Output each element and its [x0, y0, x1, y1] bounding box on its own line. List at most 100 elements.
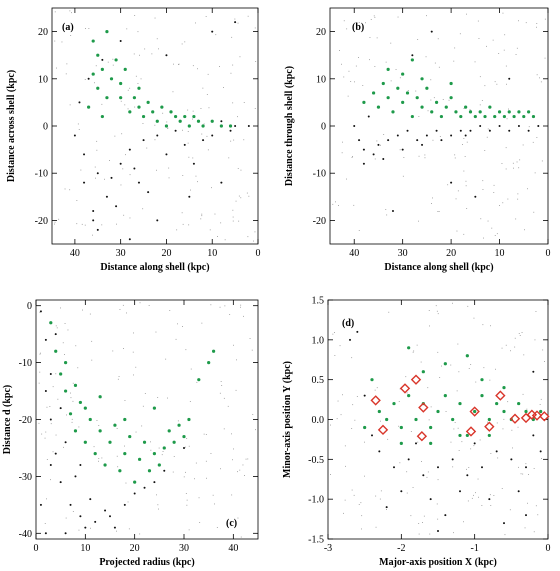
dust-point — [112, 350, 114, 352]
data-point — [192, 162, 195, 165]
data-point — [113, 526, 116, 529]
data-point — [440, 139, 443, 142]
data-point — [123, 67, 127, 71]
data-point — [83, 406, 87, 410]
panel-tag: (c) — [226, 518, 237, 529]
panel-d: -3 -2 -1 0 1.5 1.0 0.5 0.0 -0.5 -1.0 -1.5 Major-axi… — [282, 296, 551, 569]
dust-point — [427, 110, 429, 112]
dust-point — [199, 522, 201, 523]
dust-point — [117, 466, 119, 468]
dust-point — [129, 217, 131, 219]
data-point — [444, 105, 448, 109]
dust-point — [96, 140, 98, 142]
dust-point — [416, 344, 418, 346]
data-point — [187, 417, 191, 422]
data-point — [183, 446, 185, 449]
dust-point — [374, 158, 376, 160]
dust-point — [55, 325, 57, 327]
dust-point — [46, 459, 48, 460]
dust-point — [182, 129, 183, 131]
dust-point — [528, 474, 529, 475]
data-point — [74, 475, 77, 478]
data-point — [88, 417, 92, 422]
dust-point — [399, 77, 401, 79]
dust-point — [505, 147, 507, 149]
dust-point — [375, 526, 377, 528]
dust-point — [521, 332, 523, 333]
dust-point — [487, 220, 489, 222]
dust-point — [506, 118, 508, 120]
dust-point — [390, 42, 392, 44]
dust-point — [428, 419, 430, 421]
dust-point — [172, 91, 174, 93]
dust-point — [209, 229, 211, 231]
panel-tag: (b) — [352, 22, 364, 33]
dust-point — [78, 426, 80, 428]
dust-point — [95, 65, 97, 67]
dust-point — [376, 140, 378, 142]
data-point — [493, 114, 497, 119]
dust-point — [201, 215, 203, 217]
data-point — [91, 39, 95, 43]
data-point — [415, 96, 419, 100]
dust-point — [88, 28, 90, 29]
data-point — [119, 40, 122, 43]
dust-point — [243, 139, 245, 141]
data-point — [118, 469, 122, 473]
data-point — [119, 96, 123, 100]
dust-point — [119, 309, 121, 310]
data-point — [434, 100, 439, 104]
data-point — [172, 440, 176, 444]
dust-point — [483, 237, 484, 239]
data-point — [458, 433, 462, 438]
dust-point — [109, 160, 110, 161]
dust-point — [194, 478, 195, 480]
dust-point — [515, 54, 517, 55]
data-point — [96, 86, 100, 90]
data-point — [367, 115, 370, 118]
data-point — [481, 466, 483, 469]
data-point — [133, 480, 137, 484]
dust-point — [379, 498, 381, 500]
data-point — [358, 139, 361, 142]
data-point — [487, 417, 491, 422]
dust-point — [238, 195, 240, 197]
dust-point — [374, 389, 376, 391]
data-point — [480, 378, 484, 382]
data-point — [488, 498, 491, 501]
dust-point — [417, 39, 419, 40]
y-tick-label: 0.5 — [312, 375, 325, 386]
dust-point — [198, 497, 200, 499]
dust-point — [95, 177, 96, 179]
dust-point — [507, 401, 509, 403]
dust-point — [413, 350, 415, 352]
dust-point — [380, 490, 382, 492]
data-point — [123, 417, 127, 422]
data-point — [138, 457, 142, 461]
dust-point — [82, 309, 83, 311]
dust-point — [536, 74, 538, 76]
dust-point — [341, 63, 342, 65]
dust-point — [157, 504, 159, 506]
data-point — [474, 195, 477, 198]
dust-point — [91, 359, 93, 361]
data-point — [98, 429, 102, 433]
dust-point — [454, 422, 456, 423]
dust-point — [197, 68, 198, 70]
data-point — [39, 503, 42, 506]
data-point — [362, 100, 366, 104]
dust-point — [162, 451, 164, 452]
dust-point — [528, 126, 530, 128]
dust-point — [46, 498, 47, 500]
data-point — [382, 158, 385, 161]
dust-point — [455, 198, 457, 200]
panel-b: 40 30 20 10 0 20 10 0 -10 -20 Distance along shell… — [284, 7, 551, 273]
data-point — [466, 474, 469, 477]
dust-point — [334, 332, 335, 333]
dust-point — [154, 124, 156, 126]
data-point — [110, 176, 113, 179]
dust-point — [50, 479, 51, 481]
dust-point — [129, 87, 131, 89]
dust-point — [513, 167, 514, 169]
dust-point — [380, 144, 381, 146]
